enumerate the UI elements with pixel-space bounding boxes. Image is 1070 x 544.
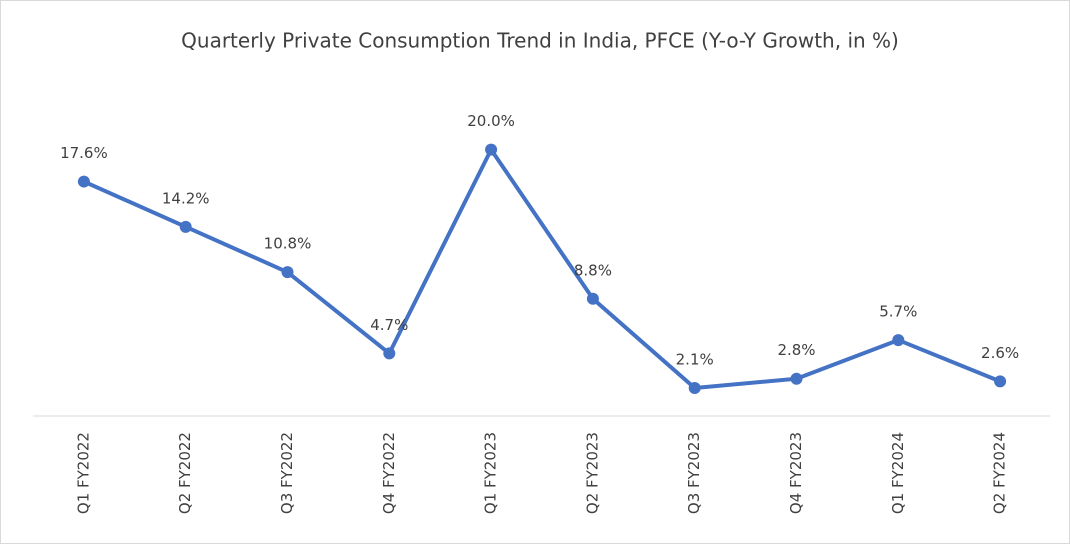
data-point	[281, 266, 294, 279]
data-label: 14.2%	[162, 189, 210, 207]
data-label: 10.8%	[264, 235, 312, 253]
data-label: 17.6%	[60, 144, 108, 162]
x-tick-label: Q3 FY2023	[685, 432, 703, 514]
chart-title: Quarterly Private Consumption Trend in I…	[181, 29, 899, 53]
x-tick-label: Q1 FY2024	[889, 432, 907, 514]
data-point	[77, 175, 90, 188]
data-point	[383, 347, 396, 360]
data-label: 5.7%	[879, 303, 917, 321]
data-line	[83, 147, 1001, 391]
data-label: 8.8%	[574, 261, 612, 279]
x-tick-label: Q2 FY2024	[991, 432, 1009, 514]
x-tick-label: Q2 FY2023	[583, 432, 601, 514]
data-label: 2.1%	[676, 351, 714, 369]
data-label: 20.0%	[467, 112, 515, 130]
data-point	[790, 372, 803, 385]
data-point	[179, 220, 192, 233]
x-tick-label: Q4 FY2022	[380, 432, 398, 514]
x-tick-label: Q3 FY2022	[278, 432, 296, 514]
data-point	[688, 382, 701, 395]
data-point	[485, 143, 498, 156]
data-label: 4.7%	[370, 316, 408, 334]
x-tick-label: Q1 FY2023	[482, 432, 500, 514]
data-label: 2.8%	[777, 341, 815, 359]
data-point	[994, 375, 1007, 388]
x-tick-label: Q4 FY2023	[787, 432, 805, 514]
x-tick-label: Q1 FY2022	[74, 432, 92, 514]
data-label: 2.6%	[981, 344, 1019, 362]
data-point	[586, 292, 599, 305]
data-point	[892, 334, 905, 347]
x-tick-label: Q2 FY2022	[176, 432, 194, 514]
